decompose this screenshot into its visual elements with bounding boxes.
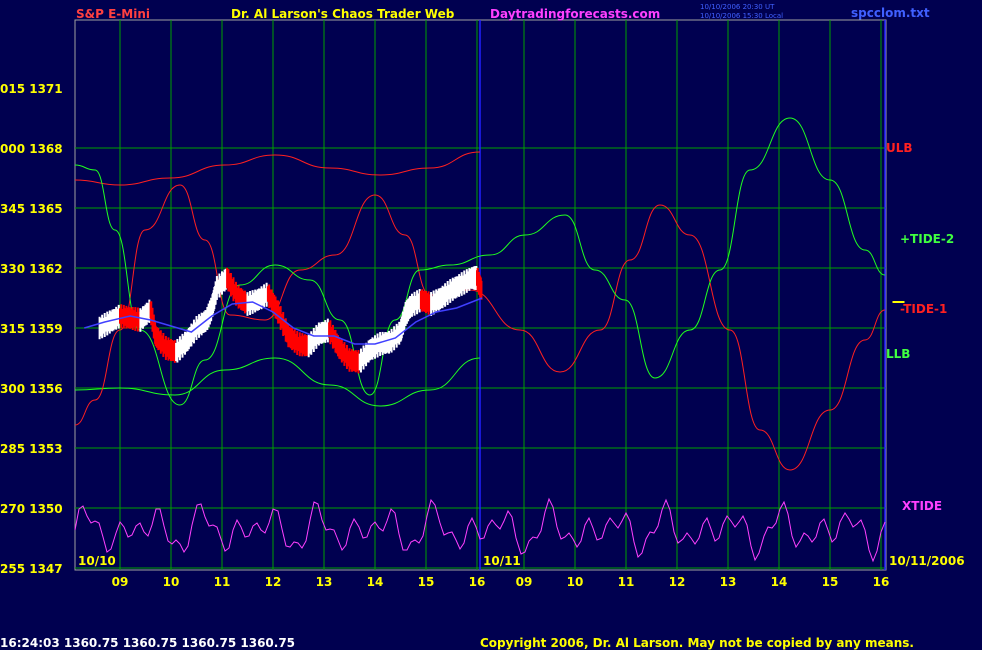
timestamp-ut: 10/10/2006 20:30 UT <box>700 3 775 11</box>
date-label-end: 10/11/2006 <box>889 554 965 568</box>
date-label-day1: 10/10 <box>78 554 116 568</box>
timestamp-local: 10/10/2006 15:30 Local <box>700 12 783 20</box>
x-tick-label: 11 <box>214 575 231 589</box>
tide-plus-label: +TIDE-2 <box>900 232 954 246</box>
average-line <box>84 297 483 345</box>
x-tick-label: 14 <box>771 575 788 589</box>
x-tick-label: 14 <box>367 575 384 589</box>
data-file: spcclom.txt <box>851 6 930 20</box>
x-tick-label: 09 <box>516 575 533 589</box>
ulb-label: ULB <box>886 141 913 155</box>
y-tick-label: 300 1356 <box>0 382 63 396</box>
ulb-line <box>74 151 481 186</box>
y-tick-label: 330 1362 <box>0 262 63 276</box>
x-tick-label: 10 <box>567 575 584 589</box>
xtide-line <box>74 497 886 563</box>
axis-labels: 015 1371 000 1368 345 1365 330 1362 315 1359… <box>0 82 889 589</box>
tide-plus-line <box>74 117 886 406</box>
y-tick-label: 285 1353 <box>0 442 63 456</box>
grid <box>74 19 887 571</box>
x-tick-label: 13 <box>316 575 333 589</box>
price-bars <box>84 266 905 374</box>
x-tick-label: 15 <box>418 575 435 589</box>
y-tick-label: 270 1350 <box>0 502 63 516</box>
chart-title: Dr. Al Larson's Chaos Trader Web <box>231 7 455 21</box>
x-tick-label: 16 <box>469 575 486 589</box>
x-tick-label: 16 <box>873 575 890 589</box>
last-quote: 16:24:03 1360.75 1360.75 1360.75 1360.75 <box>0 636 295 650</box>
symbol-title: S&P E-Mini <box>76 7 150 21</box>
tide-minus-label: -TIDE-1 <box>900 302 947 316</box>
llb-label: LLB <box>886 347 910 361</box>
y-tick-label: 255 1347 <box>0 562 63 576</box>
y-tick-label: 015 1371 <box>0 82 63 96</box>
llb-line <box>74 357 481 407</box>
date-label-day2: 10/11 <box>483 554 521 568</box>
x-tick-label: 12 <box>669 575 686 589</box>
x-tick-label: 10 <box>163 575 180 589</box>
copyright: Copyright 2006, Dr. Al Larson. May not b… <box>480 636 914 650</box>
x-tick-label: 15 <box>822 575 839 589</box>
x-tick-label: 09 <box>112 575 129 589</box>
site-link[interactable]: Daytradingforecasts.com <box>490 7 660 21</box>
y-tick-label: 315 1359 <box>0 322 63 336</box>
y-tick-label: 000 1368 <box>0 142 63 156</box>
x-tick-label: 12 <box>265 575 282 589</box>
y-tick-label: 345 1365 <box>0 202 63 216</box>
x-tick-label: 11 <box>618 575 635 589</box>
x-tick-label: 13 <box>720 575 737 589</box>
xtide-label: XTIDE <box>902 499 942 513</box>
